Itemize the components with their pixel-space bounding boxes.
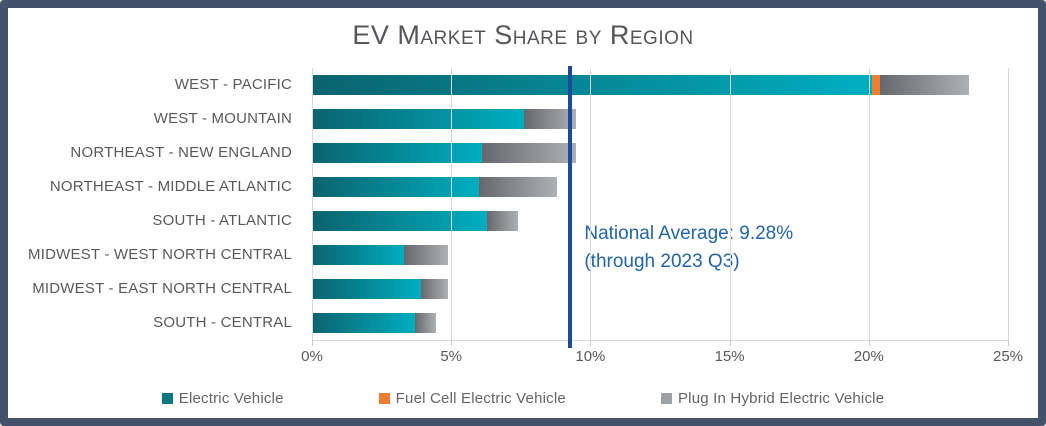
category-axis: WEST - PACIFIC WEST - MOUNTAIN NORTHEAST -… — [8, 68, 304, 340]
stacked-bar — [312, 279, 1008, 299]
bar-rows — [312, 68, 1008, 340]
axis-tick — [729, 340, 731, 346]
stacked-bar — [312, 313, 1008, 333]
bar-row — [312, 238, 1008, 272]
axis-tick — [451, 340, 453, 346]
gridline — [451, 68, 453, 340]
legend-item: Electric Vehicle — [161, 390, 284, 407]
stacked-bar — [312, 75, 1008, 95]
bar-segment-phev — [403, 245, 449, 265]
bar-row — [312, 306, 1008, 340]
bar-row — [312, 170, 1008, 204]
bar-segment-ev — [312, 313, 415, 333]
axis-tick — [590, 340, 592, 346]
stacked-bar — [312, 211, 1008, 231]
bar-segment-ev — [312, 211, 488, 231]
category-label: WEST - PACIFIC — [174, 76, 292, 93]
x-tick-label: 0% — [301, 348, 323, 365]
legend-label: Electric Vehicle — [178, 390, 284, 407]
axis-tick — [312, 340, 313, 346]
chart-title: EV Market Share by Region — [352, 20, 694, 50]
bar-segment-ev — [312, 75, 872, 95]
gridline — [868, 68, 870, 340]
stacked-bar — [312, 143, 1008, 163]
x-tick-label: 15% — [714, 348, 745, 365]
category-label: SOUTH - CENTRAL — [153, 314, 292, 331]
bar-segment-phev — [879, 75, 969, 95]
bar-segment-ev — [312, 177, 480, 197]
legend-swatch-icon — [378, 393, 390, 404]
gridline — [729, 68, 731, 340]
legend-item: Plug In Hybrid Electric Vehicle — [660, 390, 885, 407]
legend: Electric Vehicle Fuel Cell Electric Vehic… — [8, 390, 1038, 407]
bar-row — [312, 204, 1008, 238]
category-label: MIDWEST - WEST NORTH CENTRAL — [28, 246, 292, 263]
bar-segment-phev — [487, 211, 518, 231]
axis-tick — [868, 340, 870, 346]
bar-row — [312, 102, 1008, 136]
stacked-bar — [312, 109, 1008, 129]
annotation-line2: (through 2023 Q3) — [584, 251, 740, 272]
category-label: MIDWEST - EAST NORTH CENTRAL — [32, 280, 292, 297]
legend-label: Fuel Cell Electric Vehicle — [395, 390, 566, 407]
bar-segment-phev — [481, 143, 577, 163]
legend-swatch-icon — [660, 393, 672, 404]
bar-segment-fcev — [871, 75, 880, 95]
annotation-line1: National Average: 9.28% — [584, 223, 794, 244]
bar-segment-ev — [312, 245, 404, 265]
category-label: SOUTH - ATLANTIC — [152, 212, 292, 229]
bar-segment-ev — [312, 279, 421, 299]
gridline — [312, 68, 313, 340]
axis-tick — [1008, 340, 1009, 346]
bar-row — [312, 136, 1008, 170]
bar-segment-phev — [523, 109, 577, 129]
stacked-bar — [312, 177, 1008, 197]
legend-swatch-icon — [161, 393, 173, 404]
category-label: NORTHEAST - NEW ENGLAND — [70, 144, 292, 161]
bar-segment-ev — [312, 109, 524, 129]
category-label: NORTHEAST - MIDDLE ATLANTIC — [49, 178, 292, 195]
x-tick-label: 25% — [992, 348, 1024, 365]
bar-segment-phev — [415, 313, 436, 333]
x-axis-line — [312, 340, 1008, 341]
legend-label: Plug In Hybrid Electric Vehicle — [677, 390, 885, 407]
gridline — [1008, 68, 1009, 340]
stacked-bar — [312, 245, 1008, 265]
bar-row — [312, 272, 1008, 306]
x-tick-label: 5% — [440, 348, 463, 365]
national-average-line — [568, 66, 573, 348]
legend-item: Fuel Cell Electric Vehicle — [378, 390, 566, 407]
x-tick-label: 20% — [853, 348, 884, 365]
bar-segment-ev — [312, 143, 482, 163]
bar-segment-phev — [479, 177, 557, 197]
bar-row — [312, 68, 1008, 102]
x-tick-label: 10% — [575, 348, 606, 365]
category-label: WEST - MOUNTAIN — [153, 110, 292, 127]
gridline — [590, 68, 592, 340]
bar-segment-phev — [420, 279, 449, 299]
plot-area: National Average: 9.28% (through 2023 Q3… — [301, 66, 1023, 365]
national-average-annotation: National Average: 9.28% (through 2023 Q3… — [584, 220, 793, 276]
